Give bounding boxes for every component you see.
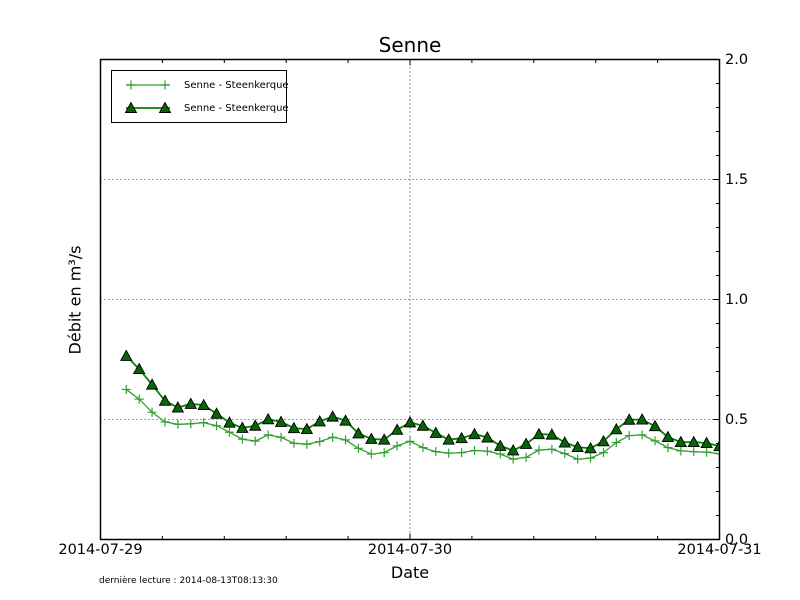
legend-entry-plus-series: Senne - Steenkerque — [120, 78, 289, 92]
y-tick-label-1.0: 1.0 — [725, 292, 749, 308]
y-tick-label-1.5: 1.5 — [725, 172, 749, 188]
x-tick-label-2014-07-31: 2014-07-31 — [677, 542, 762, 558]
legend-line-triangle-icon — [124, 101, 172, 113]
legend-line-plus-icon — [126, 80, 170, 90]
legend-entry-triangle-series: Senne - Steenkerque — [120, 101, 289, 115]
y-tick-label-0.5: 0.5 — [725, 412, 749, 428]
x-axis-label: Date — [390, 563, 430, 582]
chart-title: Senne — [378, 33, 442, 57]
legend-box: Senne - Steenkerque Senne - Steenkerque — [111, 70, 289, 123]
y-tick-label-2.0: 2.0 — [725, 52, 749, 68]
x-tick-label-2014-07-30: 2014-07-30 — [367, 542, 453, 558]
x-tick-label-2014-07-29: 2014-07-29 — [58, 542, 143, 558]
footer-annotations: dernière lecture : 2014-08-13T08:13:30 d… — [99, 556, 278, 600]
legend-label: Senne - Steenkerque — [184, 102, 289, 114]
last-reading-text: dernière lecture : 2014-08-13T08:13:30 — [99, 576, 278, 586]
legend-label: Senne - Steenkerque — [184, 79, 289, 91]
y-axis-label: Débit en m³/s — [65, 245, 85, 355]
y-tick-label-0.0: 0.0 — [725, 532, 749, 548]
